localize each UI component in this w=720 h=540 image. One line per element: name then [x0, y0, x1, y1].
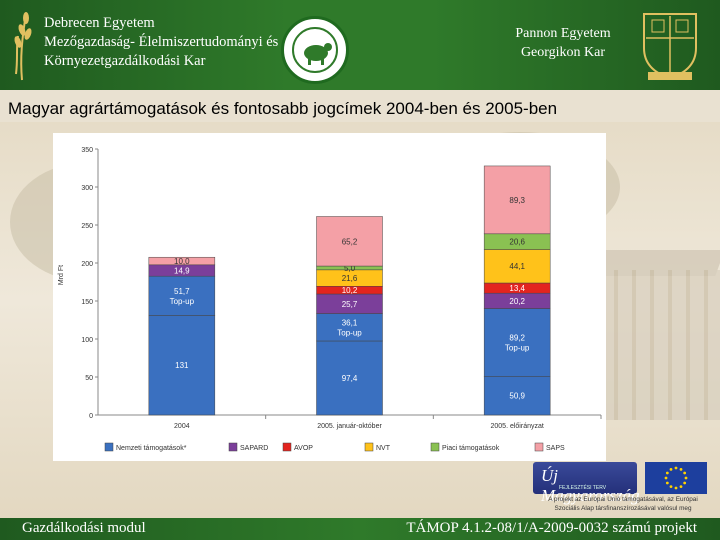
legend-label: AVOP	[294, 445, 313, 452]
x-tick-label: 2005. előirányzat	[491, 423, 544, 430]
logo-subtext: FEJLESZTÉSI TERV	[559, 485, 607, 491]
x-tick-label: 2004	[174, 423, 190, 430]
left-university-line: Debrecen Egyetem	[44, 15, 155, 31]
eu-flag-icon	[645, 462, 707, 494]
y-tick-label: 250	[81, 223, 93, 230]
data-label: Top-up	[337, 328, 362, 337]
y-tick-label: 0	[89, 413, 93, 420]
data-label: Top-up	[170, 297, 195, 306]
legend-swatch	[104, 442, 114, 452]
data-label: 10,0	[174, 257, 190, 266]
stacked-bar-chart: 0 50 100 150 200 250 300 350 Mrd Ft 131 51,7 Top-up…	[53, 133, 606, 461]
eu-star	[684, 476, 688, 480]
slide-title: Magyar agrártámogatások és fontosabb jog…	[8, 99, 558, 118]
data-label: 13,4	[509, 284, 525, 293]
data-label: 89,2	[509, 333, 525, 342]
university-crest-icon	[643, 13, 697, 80]
eu-star	[665, 481, 669, 485]
eu-star	[674, 486, 678, 490]
data-label: 89,3	[509, 196, 525, 205]
data-label: 5,0	[344, 264, 356, 273]
eu-funding-block: Új Magyarország FEJLESZTÉSI TERV A proje…	[533, 462, 713, 517]
wheat-logo-icon	[14, 12, 32, 81]
left-university-line: Környezetgazdálkodási Kar	[44, 53, 206, 69]
bar-segment	[148, 315, 216, 416]
eu-funding-note: A projekt az Európai Unió támogatásával,…	[548, 496, 698, 512]
footer-project-id: TÁMOP 4.1.2-08/1/A-2009-0032 számú proje…	[406, 520, 697, 536]
bar-segment	[483, 376, 551, 416]
legend-swatch	[430, 442, 440, 452]
eu-star	[683, 481, 687, 485]
data-label: 14,9	[174, 266, 190, 275]
data-label: 20,2	[509, 297, 525, 306]
data-label: 44,1	[509, 262, 525, 271]
eu-star	[679, 467, 683, 471]
legend-swatch	[534, 442, 544, 452]
legend-label: NVT	[376, 445, 391, 452]
eu-star	[669, 467, 673, 471]
legend-swatch	[228, 442, 238, 452]
bar-segment	[483, 165, 551, 235]
data-label: 20,6	[509, 238, 525, 247]
y-tick-label: 300	[81, 185, 93, 192]
legend-label: SAPS	[546, 445, 565, 452]
y-tick-label: 150	[81, 299, 93, 306]
bar-segment	[483, 249, 551, 284]
bar-segment	[483, 308, 551, 377]
y-axis-label: Mrd Ft	[58, 265, 65, 285]
data-label: 10,2	[342, 286, 358, 295]
footer-module-name: Gazdálkodási modul	[22, 520, 146, 536]
data-label: 51,7	[174, 287, 190, 296]
x-tick-label: 2005. január-október	[317, 423, 382, 430]
y-tick-label: 200	[81, 261, 93, 268]
y-tick-label: 350	[81, 147, 93, 154]
legend-swatch	[364, 442, 374, 452]
left-university-line: Mezőgazdaság- Élelmiszertudományi és	[44, 34, 279, 50]
header-band: Debrecen Egyetem Mezőgazdaság- Élelmisze…	[0, 0, 720, 90]
y-tick-label: 50	[85, 375, 93, 382]
right-university-line: Pannon Egyetem	[515, 26, 611, 41]
university-seal-icon	[281, 16, 349, 84]
legend-swatch	[282, 442, 292, 452]
bar-segment	[148, 256, 216, 266]
eu-star	[664, 476, 668, 480]
bar-segment	[316, 313, 383, 342]
data-label: 97,4	[342, 374, 358, 383]
right-university-name: Pannon Egyetem Georgikon Kar	[513, 24, 613, 62]
eu-star	[669, 485, 673, 489]
data-label: 131	[175, 361, 189, 370]
bar-segment	[316, 216, 383, 267]
legend-label: SAPARD	[240, 445, 268, 452]
uj-magyarorszag-logo: Új Magyarország FEJLESZTÉSI TERV	[533, 462, 640, 505]
legend-label: Nemzeti támogatások*	[116, 445, 187, 452]
eu-star	[683, 471, 687, 475]
data-label: 25,7	[342, 300, 358, 309]
footer-band: Gazdálkodási modul TÁMOP 4.1.2-08/1/A-20…	[0, 518, 720, 540]
eu-star	[674, 466, 678, 470]
eu-star	[679, 485, 683, 489]
data-label: 21,6	[342, 274, 358, 283]
data-label: 65,2	[342, 237, 358, 246]
bar-segment	[316, 340, 383, 416]
right-university-line: Georgikon Kar	[520, 45, 606, 60]
legend-label: Piaci támogatások	[442, 445, 500, 452]
eu-star	[665, 471, 669, 475]
bar-segment	[148, 275, 216, 316]
logo-text: Új Magyarország	[541, 466, 640, 505]
data-label: 36,1	[342, 318, 358, 327]
left-university-name: Debrecen Egyetem Mezőgazdaság- Élelmisze…	[44, 14, 278, 71]
data-label: 50,9	[509, 392, 525, 401]
y-tick-label: 100	[81, 337, 93, 344]
background-building	[600, 270, 720, 420]
data-label: Top-up	[505, 343, 530, 352]
